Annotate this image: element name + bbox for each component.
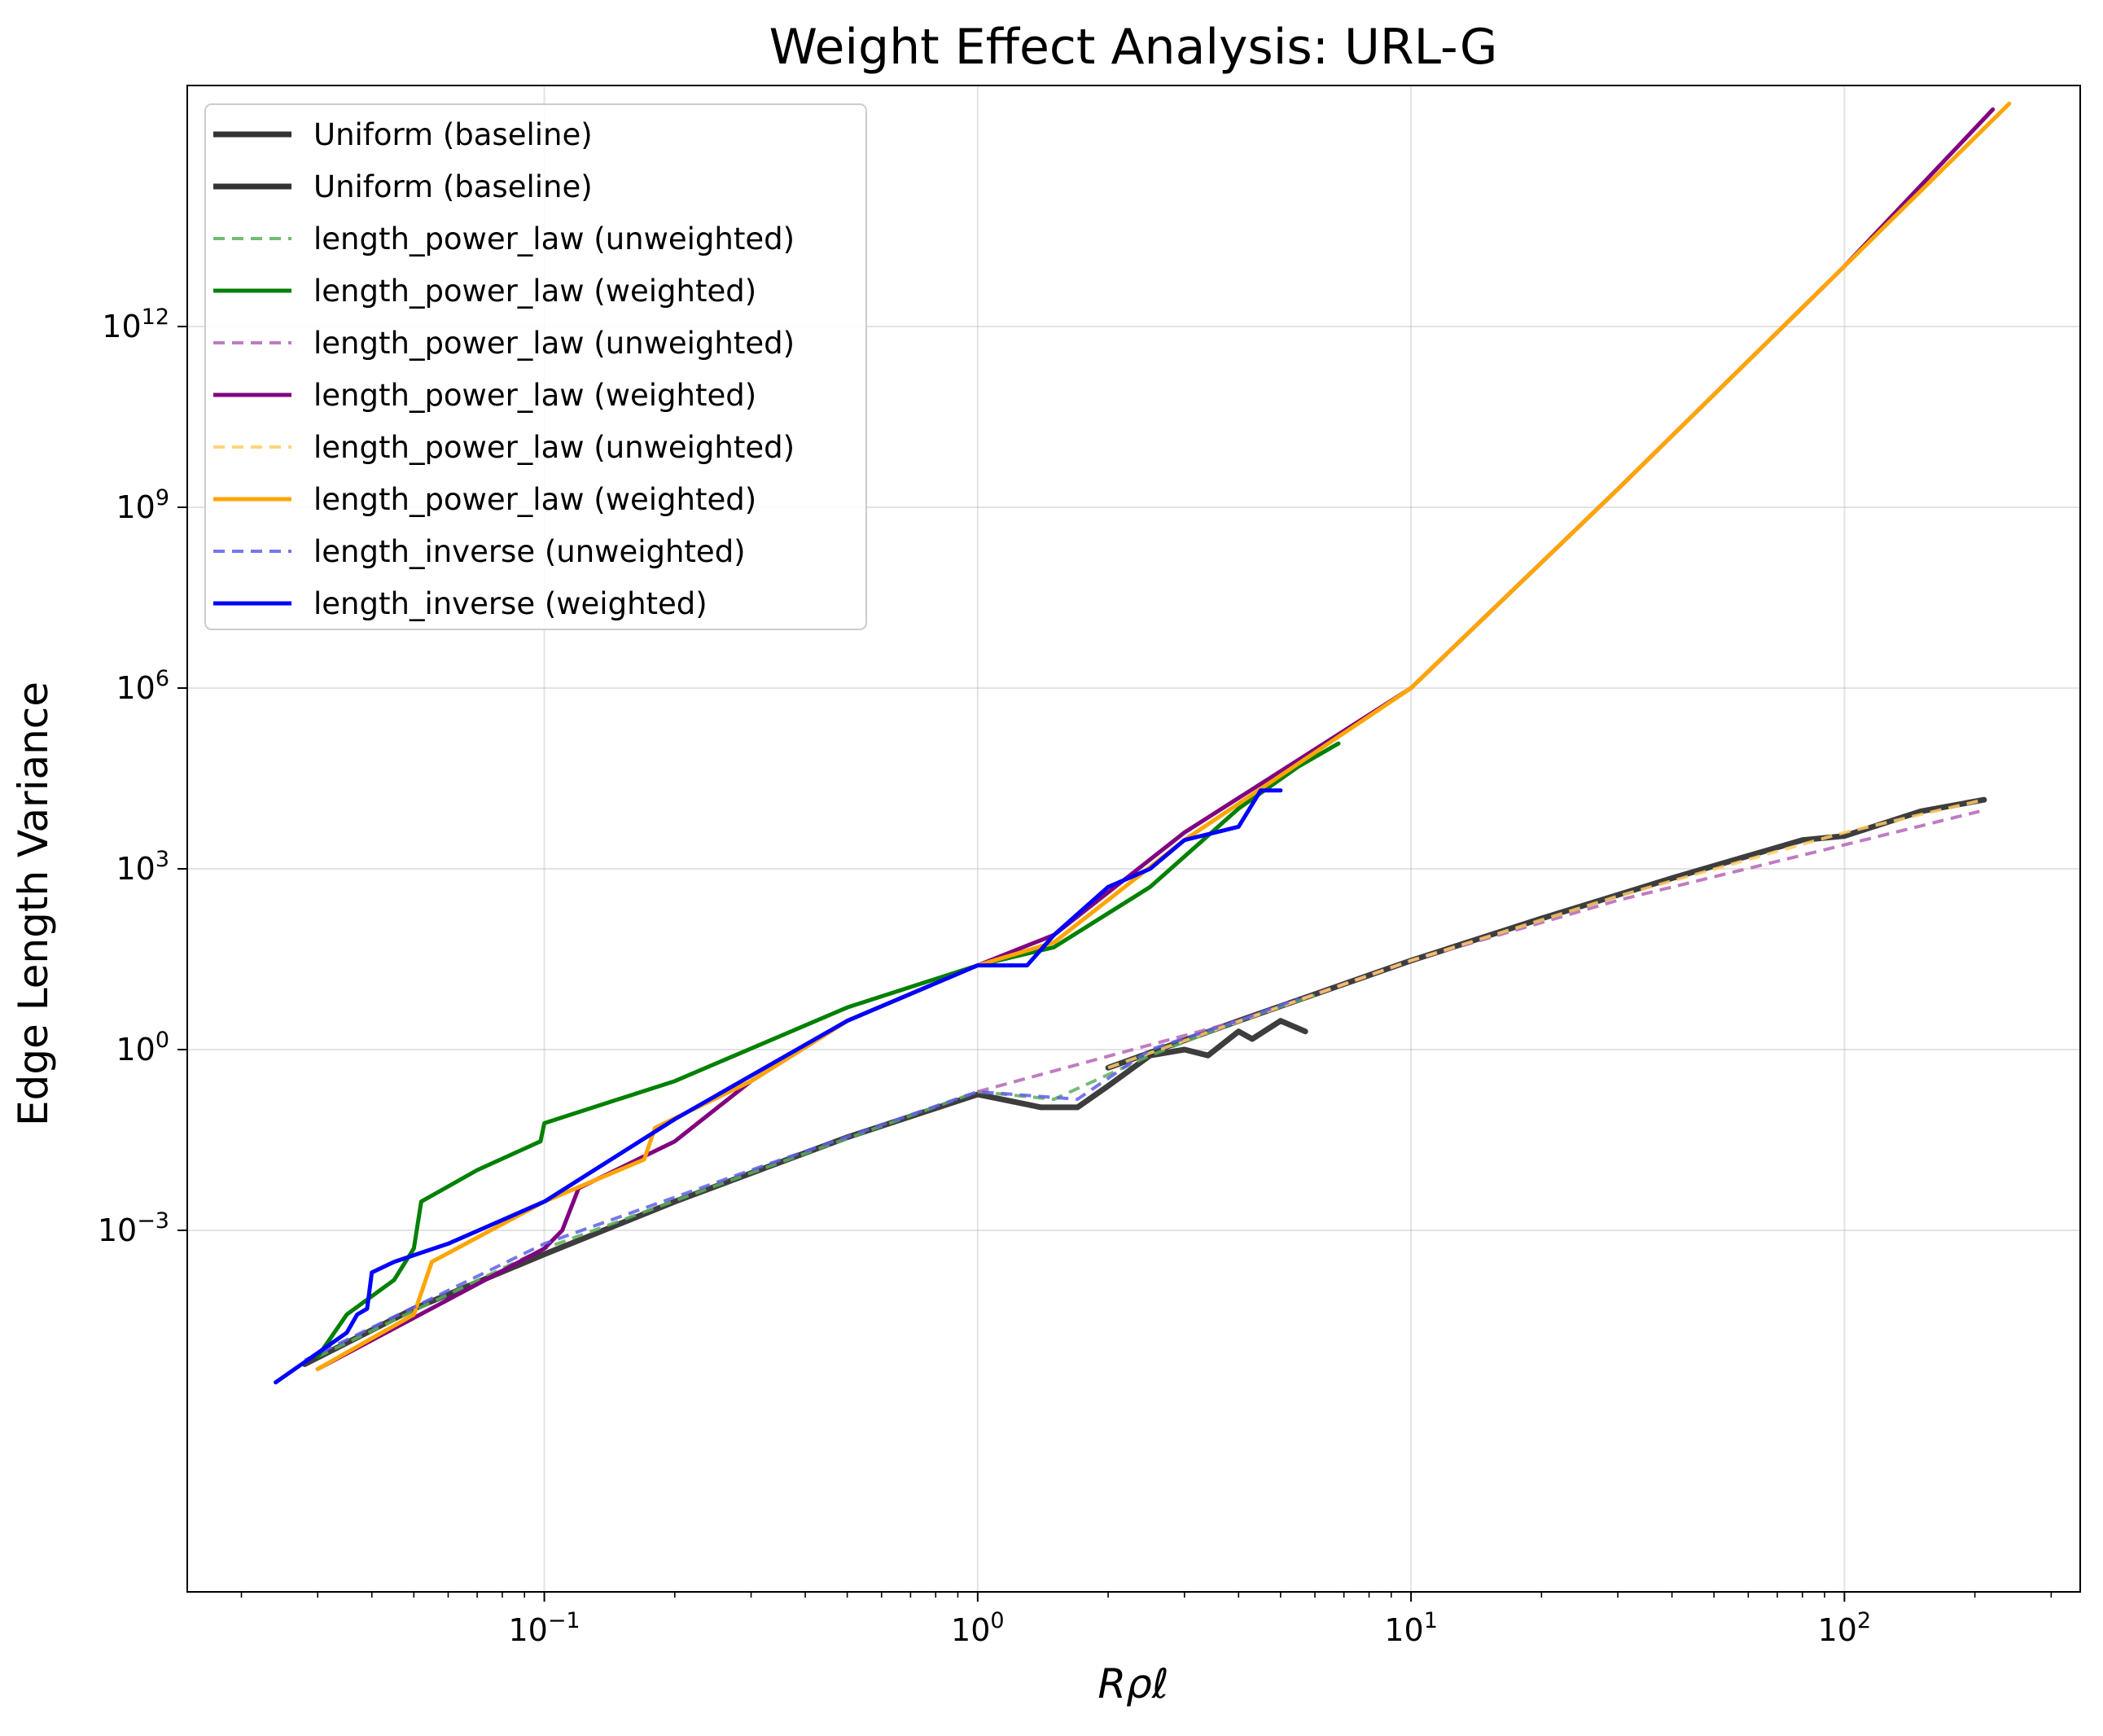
legend-label: length_power_law (unweighted) — [313, 326, 795, 361]
chart-title: Weight Effect Analysis: URL-G — [769, 19, 1498, 76]
series-line-1 — [301, 1018, 1308, 1367]
legend-label: length_power_law (weighted) — [313, 482, 756, 517]
x-axis-label: Rρℓ — [1098, 1660, 1168, 1708]
legend-frame — [204, 103, 867, 630]
x-tick-label: 100 — [951, 1608, 1005, 1648]
legend-label: length_inverse (unweighted) — [313, 534, 746, 569]
y-axis-label: Edge Length Variance — [10, 682, 57, 1126]
series-line-5 — [977, 809, 1980, 1094]
y-tick-label: 109 — [116, 485, 169, 525]
legend-label: length_power_law (weighted) — [313, 378, 756, 413]
y-tick-label: 100 — [116, 1028, 169, 1067]
x-tick-label: 10−1 — [508, 1608, 580, 1648]
legend-label: length_power_law (unweighted) — [313, 430, 795, 465]
series-line-7 — [1107, 798, 1985, 1070]
series-layer — [274, 101, 2012, 1385]
ticks: 10−1 100 101 102 10−3 100 103 106 109 1012 — [98, 305, 2053, 1648]
legend-label: length_inverse (weighted) — [313, 586, 708, 621]
legend-label: length_power_law (weighted) — [313, 274, 756, 309]
legend: Uniform (baseline) Uniform (baseline) leng… — [204, 103, 867, 630]
legend-label: Uniform (baseline) — [313, 169, 593, 204]
y-tick-label: 103 — [116, 847, 169, 887]
series-line-10 — [274, 788, 1283, 1385]
x-tick-label: 102 — [1818, 1608, 1872, 1648]
y-tick-label: 106 — [116, 666, 169, 706]
y-tick-label: 1012 — [102, 305, 169, 344]
y-tick-label: 10−3 — [98, 1208, 169, 1248]
plot-frame — [186, 85, 2081, 1593]
legend-label: Uniform (baseline) — [313, 117, 593, 152]
series-line-3 — [317, 993, 1316, 1359]
series-line-9 — [304, 997, 1299, 1362]
x-tick-label: 101 — [1384, 1608, 1438, 1648]
legend-label: length_power_law (unweighted) — [313, 221, 795, 256]
series-line-4 — [315, 741, 1341, 1359]
